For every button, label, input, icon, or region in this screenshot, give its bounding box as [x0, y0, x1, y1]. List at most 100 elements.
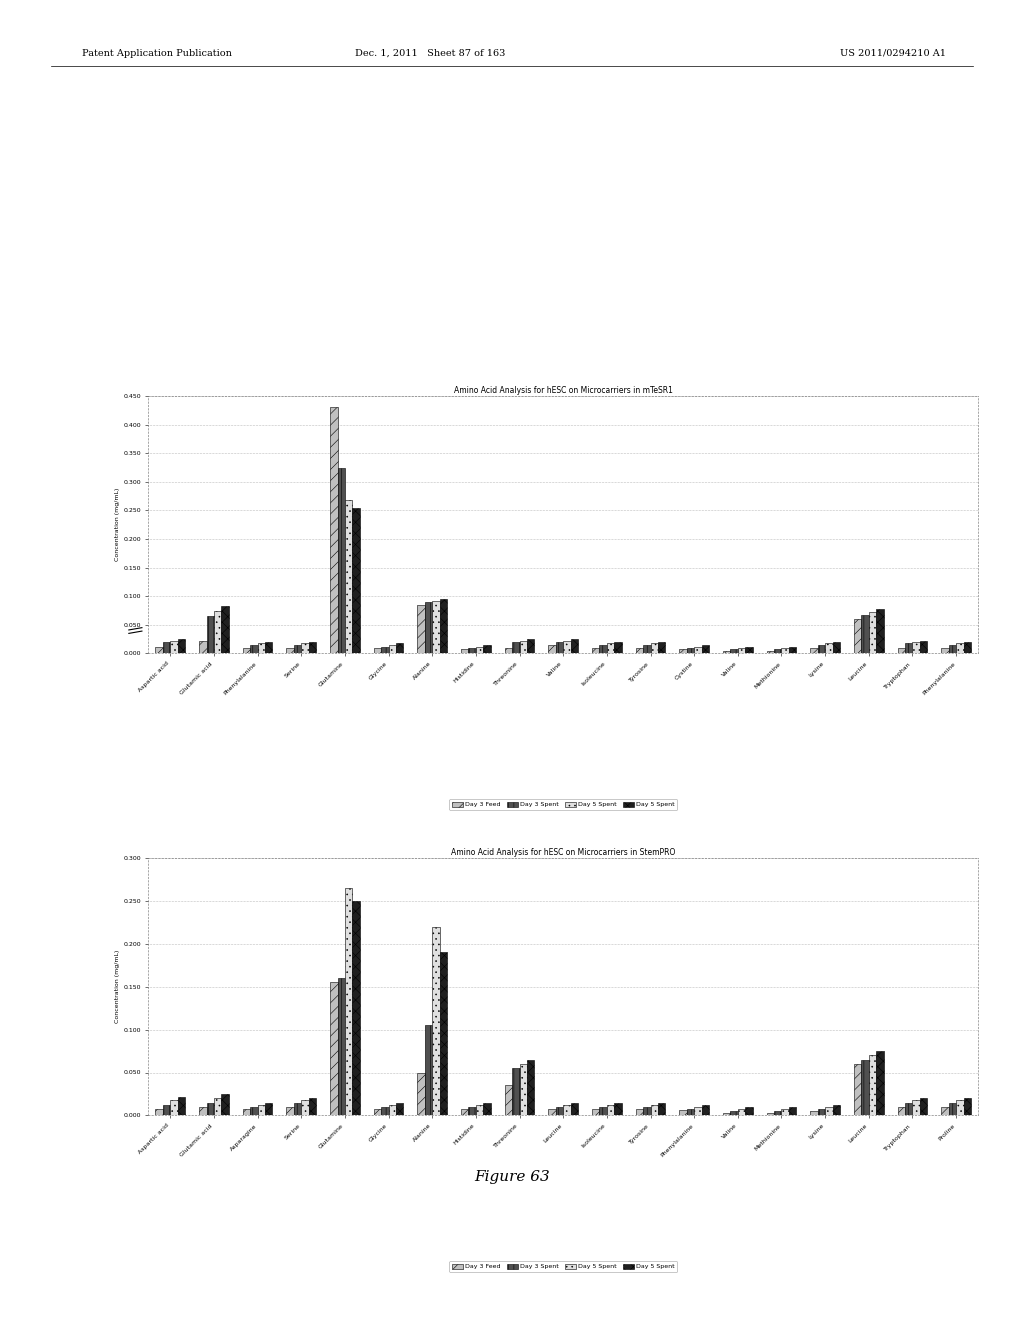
Bar — [607, 1105, 614, 1115]
Bar — [941, 1106, 948, 1115]
Bar — [330, 982, 338, 1115]
Bar — [258, 1105, 265, 1115]
Bar — [468, 1106, 476, 1115]
Bar — [418, 605, 425, 653]
Bar — [905, 1102, 912, 1115]
Bar — [243, 648, 250, 653]
Bar — [461, 1109, 468, 1115]
Bar — [170, 640, 178, 653]
Bar — [338, 467, 345, 653]
Bar — [643, 644, 650, 653]
Bar — [774, 1111, 781, 1115]
Bar — [643, 1106, 650, 1115]
Bar — [163, 642, 170, 653]
Bar — [214, 1098, 221, 1115]
Bar — [527, 1060, 535, 1115]
Bar — [549, 644, 556, 653]
Bar — [214, 610, 221, 653]
Bar — [461, 649, 468, 653]
Bar — [527, 639, 535, 653]
Bar — [396, 1102, 403, 1115]
Bar — [294, 644, 301, 653]
Bar — [352, 507, 359, 653]
Bar — [818, 644, 825, 653]
Bar — [250, 1106, 258, 1115]
Bar — [912, 642, 920, 653]
Bar — [658, 642, 666, 653]
Bar — [767, 1113, 774, 1115]
Bar — [221, 1094, 228, 1115]
Bar — [920, 1098, 928, 1115]
Bar — [512, 642, 519, 653]
Bar — [964, 1098, 971, 1115]
Bar — [636, 648, 643, 653]
Bar — [877, 1051, 884, 1115]
Bar — [287, 648, 294, 653]
Bar — [512, 1068, 519, 1115]
Bar — [178, 639, 185, 653]
Bar — [381, 1106, 388, 1115]
Bar — [599, 644, 607, 653]
Bar — [650, 643, 658, 653]
Bar — [833, 642, 840, 653]
Bar — [825, 643, 833, 653]
Bar — [519, 1064, 527, 1115]
Legend: Day 3 Feed, Day 3 Spent, Day 5 Spent, Day 5 Spent: Day 3 Feed, Day 3 Spent, Day 5 Spent, Da… — [450, 799, 677, 810]
Bar — [439, 953, 447, 1115]
Bar — [505, 648, 512, 653]
Text: Figure 63: Figure 63 — [474, 1171, 550, 1184]
Bar — [265, 1102, 272, 1115]
Bar — [650, 1105, 658, 1115]
Bar — [877, 609, 884, 653]
Bar — [912, 1100, 920, 1115]
Bar — [425, 602, 432, 653]
Bar — [374, 648, 381, 653]
Legend: Day 3 Feed, Day 3 Spent, Day 5 Spent, Day 5 Spent: Day 3 Feed, Day 3 Spent, Day 5 Spent, Da… — [450, 1261, 677, 1272]
Bar — [308, 642, 316, 653]
Bar — [614, 1102, 622, 1115]
Bar — [898, 648, 905, 653]
Bar — [476, 1105, 483, 1115]
Bar — [788, 647, 797, 653]
Bar — [207, 1102, 214, 1115]
Bar — [745, 647, 753, 653]
Bar — [425, 1026, 432, 1115]
Bar — [301, 643, 308, 653]
Bar — [287, 1106, 294, 1115]
Title: Amino Acid Analysis for hESC on Microcarriers in StemPRO: Amino Acid Analysis for hESC on Microcar… — [451, 849, 676, 857]
Bar — [563, 640, 570, 653]
Y-axis label: Concentration (mg/mL): Concentration (mg/mL) — [116, 950, 121, 1023]
Bar — [519, 640, 527, 653]
Bar — [810, 1111, 818, 1115]
Bar — [774, 649, 781, 653]
Text: US 2011/0294210 A1: US 2011/0294210 A1 — [840, 49, 946, 58]
Bar — [679, 649, 687, 653]
Bar — [243, 1109, 250, 1115]
Bar — [483, 1102, 490, 1115]
Bar — [476, 647, 483, 653]
Bar — [156, 1109, 163, 1115]
Bar — [199, 640, 207, 653]
Bar — [170, 1100, 178, 1115]
Bar — [418, 1072, 425, 1115]
Bar — [658, 1102, 666, 1115]
Bar — [396, 643, 403, 653]
Bar — [570, 639, 578, 653]
Bar — [178, 1097, 185, 1115]
Bar — [745, 1106, 753, 1115]
Bar — [468, 648, 476, 653]
Bar — [345, 500, 352, 653]
Bar — [920, 640, 928, 653]
Bar — [207, 616, 214, 653]
Bar — [556, 1106, 563, 1115]
Bar — [730, 649, 738, 653]
Bar — [730, 1111, 738, 1115]
Bar — [432, 927, 439, 1115]
Bar — [636, 1109, 643, 1115]
Bar — [898, 1106, 905, 1115]
Bar — [868, 1056, 877, 1115]
Bar — [258, 643, 265, 653]
Bar — [556, 642, 563, 653]
Bar — [956, 1100, 964, 1115]
Bar — [549, 1109, 556, 1115]
